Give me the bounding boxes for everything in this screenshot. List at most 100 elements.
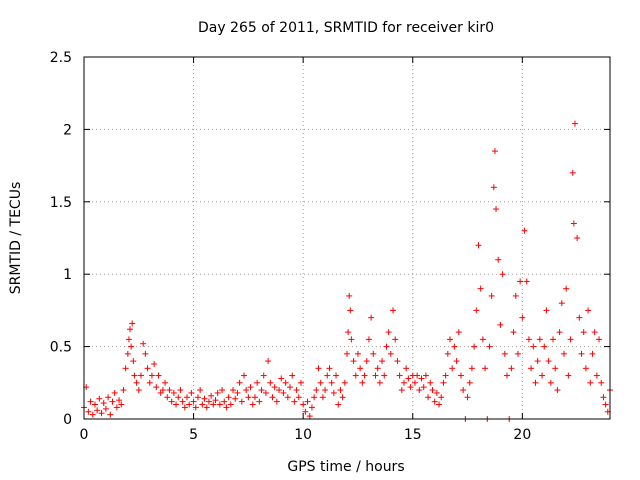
data-point — [596, 336, 603, 343]
data-point — [133, 379, 140, 386]
data-point — [304, 398, 311, 405]
data-point — [539, 372, 546, 379]
data-point — [337, 387, 344, 394]
data-point — [96, 395, 103, 402]
data-point — [262, 389, 269, 396]
data-point — [394, 358, 401, 365]
data-point — [201, 395, 208, 402]
data-point — [466, 379, 473, 386]
data-point — [556, 329, 563, 336]
data-point — [295, 394, 302, 401]
chart-title: Day 265 of 2011, SRMTID for receiver kir… — [198, 20, 494, 36]
data-point — [247, 384, 254, 391]
data-point — [251, 394, 258, 401]
data-point — [433, 389, 440, 396]
data-point — [131, 372, 138, 379]
data-point — [558, 300, 565, 307]
data-point — [347, 307, 354, 314]
data-point — [291, 398, 298, 405]
data-point — [422, 372, 429, 379]
y-tick-label: 1.5 — [50, 195, 72, 211]
y-tick-label: 2.5 — [50, 50, 72, 66]
data-point — [585, 307, 592, 314]
data-point — [249, 401, 256, 408]
plot-frame — [83, 56, 611, 420]
data-point — [510, 329, 517, 336]
data-point — [368, 314, 375, 321]
data-point — [514, 350, 521, 357]
data-point — [322, 387, 329, 394]
data-point — [335, 401, 342, 408]
x-tick-label: 0 — [80, 427, 89, 443]
data-point — [267, 379, 274, 386]
data-point — [344, 350, 350, 357]
data-point — [324, 372, 331, 379]
data-point — [501, 350, 508, 357]
data-point — [442, 372, 449, 379]
data-point — [177, 387, 184, 394]
data-point — [359, 379, 366, 386]
data-point — [227, 401, 234, 408]
data-point — [490, 184, 497, 191]
data-point — [137, 372, 144, 379]
data-point — [523, 278, 530, 285]
data-point — [328, 379, 335, 386]
data-point — [85, 408, 92, 415]
data-point — [392, 336, 399, 343]
data-point — [385, 329, 392, 336]
data-point — [545, 358, 552, 365]
data-point — [221, 398, 228, 405]
data-point — [118, 401, 125, 408]
data-point — [574, 235, 581, 241]
data-point — [113, 404, 120, 411]
data-point — [436, 401, 443, 408]
data-point — [460, 387, 467, 394]
data-point — [357, 365, 364, 372]
data-point — [416, 387, 423, 394]
data-point — [168, 398, 175, 405]
data-point — [219, 387, 226, 394]
data-point — [427, 379, 434, 386]
axis-ticks: 0 5 10 15 20 0 0.5 1 1.5 2 2.5 — [50, 50, 610, 443]
data-point — [569, 169, 576, 176]
data-point — [148, 372, 155, 379]
x-tick-label: 10 — [294, 427, 312, 443]
data-point — [550, 336, 557, 343]
data-point — [170, 389, 177, 396]
data-point — [254, 379, 261, 386]
data-point — [447, 336, 454, 343]
data-point — [387, 350, 394, 357]
data-point — [166, 387, 173, 394]
data-point — [240, 372, 247, 379]
data-point — [287, 384, 294, 391]
data-point — [289, 372, 296, 379]
x-tick-label: 20 — [513, 427, 531, 443]
data-point — [365, 336, 372, 343]
data-point — [580, 329, 587, 336]
data-point — [308, 404, 315, 411]
data-point — [278, 375, 285, 382]
data-point — [173, 401, 180, 408]
data-point — [197, 387, 204, 394]
data-point — [418, 375, 425, 382]
data-point — [578, 350, 585, 357]
data-point — [491, 148, 498, 155]
data-point — [398, 387, 405, 394]
data-point — [184, 394, 191, 401]
data-point — [302, 408, 309, 415]
data-point — [411, 379, 418, 386]
data-point — [587, 379, 594, 386]
data-point — [330, 389, 337, 396]
data-point — [232, 395, 239, 402]
data-point — [429, 387, 436, 394]
data-point — [552, 365, 559, 372]
x-tick-label: 5 — [189, 427, 198, 443]
data-point — [234, 389, 241, 396]
data-point — [372, 372, 379, 379]
data-point — [245, 394, 252, 401]
data-point — [497, 321, 504, 328]
data-point — [258, 387, 265, 394]
data-point — [120, 387, 127, 394]
data-point — [87, 398, 94, 405]
